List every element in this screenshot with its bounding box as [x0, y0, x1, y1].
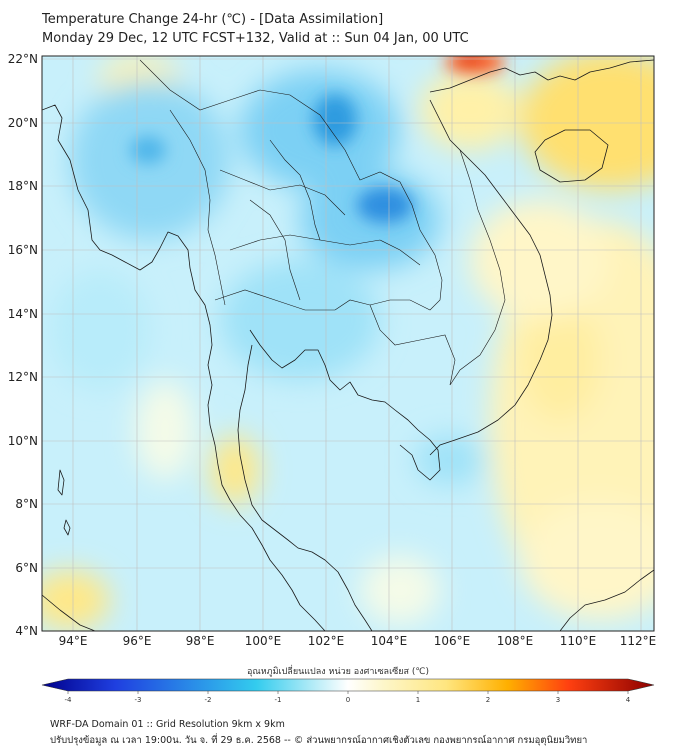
lon-label: 110°E — [560, 634, 597, 648]
colorbar-tick-label: -1 — [275, 696, 282, 704]
chart-subtitle: Monday 29 Dec, 12 UTC FCST+132, Valid at… — [42, 31, 469, 46]
colorbar-title: อุณหภูมิเปลี่ยนแปลง หน่วย องศาเซลเซียส (… — [246, 667, 430, 677]
longitude-labels: 94°E 96°E 98°E 100°E 102°E 104°E 106°E 1… — [59, 634, 657, 648]
colorbar-tick-label: 0 — [346, 696, 350, 704]
lat-label: 12°N — [8, 370, 38, 384]
coastlines — [42, 59, 654, 631]
lat-label: 6°N — [15, 561, 38, 575]
lat-label: 16°N — [8, 243, 38, 257]
latitude-labels: 22°N 20°N 18°N 16°N 14°N 12°N 10°N 8°N 6… — [8, 52, 38, 638]
chart-title: Temperature Change 24-hr (℃) - [Data Ass… — [42, 12, 384, 27]
lat-label: 14°N — [8, 307, 38, 321]
colorbar-ticks — [67, 691, 629, 694]
colorbar-tick-label: 2 — [486, 696, 490, 704]
colorbar-tick-label: 3 — [556, 696, 560, 704]
lat-label: 20°N — [8, 116, 38, 130]
lon-label: 104°E — [371, 634, 408, 648]
lat-label: 4°N — [15, 624, 38, 638]
lon-label: 98°E — [186, 634, 215, 648]
colorbar-bar — [41, 678, 655, 692]
graticule — [42, 56, 654, 631]
colorbar-tick-label: 1 — [416, 696, 420, 704]
lon-label: 96°E — [123, 634, 152, 648]
colorbar: -4 -3 -2 -1 0 1 2 3 4 — [41, 678, 655, 704]
lon-label: 106°E — [434, 634, 471, 648]
colorbar-tick-label: -3 — [135, 696, 142, 704]
footer-credit: ปรับปรุงข้อมูล ณ เวลา 19:00น. วัน จ. ที่… — [50, 735, 588, 746]
lon-label: 100°E — [245, 634, 282, 648]
colorbar-tick-label: -2 — [205, 696, 212, 704]
lon-label: 112°E — [620, 634, 657, 648]
colorbar-tick-label: 4 — [626, 696, 631, 704]
lon-label: 108°E — [497, 634, 534, 648]
lon-label: 94°E — [59, 634, 88, 648]
lat-label: 18°N — [8, 179, 38, 193]
lat-label: 8°N — [15, 497, 38, 511]
temperature-field — [42, 56, 654, 631]
map-frame — [41, 55, 655, 632]
footer-model-info: WRF-DA Domain 01 :: Grid Resolution 9km … — [50, 719, 285, 730]
lat-label: 22°N — [8, 52, 38, 66]
borders — [139, 59, 506, 386]
lon-label: 102°E — [308, 634, 345, 648]
lat-label: 10°N — [8, 434, 38, 448]
colorbar-tick-label: -4 — [65, 696, 73, 704]
